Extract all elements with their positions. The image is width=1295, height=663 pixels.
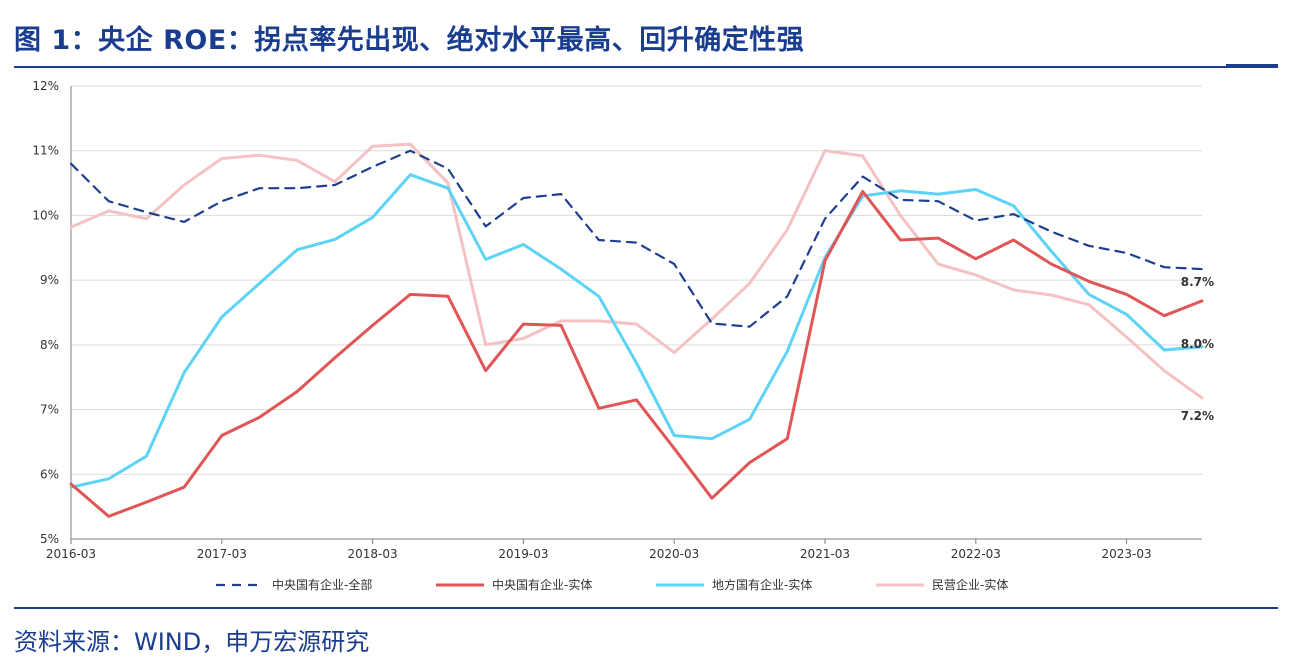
series-line-2 bbox=[69, 190, 1204, 518]
series-line-3 bbox=[69, 173, 1204, 489]
end-value-label: 7.2% bbox=[1181, 409, 1214, 423]
y-tick-label: 10% bbox=[32, 208, 59, 222]
legend: 中央国有企业-全部 中央国有企业-实体 地方国有企业-实体 民营企业-实体 bbox=[216, 577, 1008, 592]
legend-label: 地方国有企业-实体 bbox=[712, 577, 812, 592]
top-divider-accent bbox=[1226, 64, 1278, 68]
y-tick-label: 8% bbox=[40, 338, 59, 352]
grid-lines bbox=[71, 85, 1202, 475]
end-value-label: 8.0% bbox=[1181, 337, 1214, 351]
y-tick-label: 6% bbox=[40, 467, 59, 481]
legend-label: 中央国有企业-全部 bbox=[272, 577, 372, 592]
x-tick-label: 2016-03 bbox=[46, 547, 96, 561]
y-tick-label: 9% bbox=[40, 273, 59, 287]
y-tick-label: 7% bbox=[40, 403, 59, 417]
y-tick-label: 5% bbox=[40, 532, 59, 546]
x-tick-label: 2017-03 bbox=[197, 547, 247, 561]
series-lines bbox=[69, 142, 1204, 518]
y-tick-label: 12% bbox=[32, 79, 59, 93]
x-tick-label: 2023-03 bbox=[1102, 547, 1152, 561]
source-note: 资料来源：WIND，申万宏源研究 bbox=[14, 628, 370, 656]
series-line-4 bbox=[69, 142, 1204, 400]
y-tick-label: 11% bbox=[32, 144, 59, 158]
end-labels: 8.7% 8.0% 7.2% bbox=[1181, 275, 1214, 423]
bottom-divider bbox=[14, 607, 1278, 609]
chart-title: 图 1：央企 ROE：拐点率先出现、绝对水平最高、回升确定性强 bbox=[14, 25, 805, 56]
x-tick-label: 2022-03 bbox=[951, 547, 1001, 561]
series-line-1 bbox=[69, 149, 1204, 328]
x-tick-label: 2020-03 bbox=[649, 547, 699, 561]
x-tick-label: 2019-03 bbox=[498, 547, 548, 561]
top-divider bbox=[14, 66, 1278, 68]
legend-label: 中央国有企业-实体 bbox=[492, 577, 592, 592]
legend-label: 民营企业-实体 bbox=[932, 577, 1008, 592]
axes: 5% 6% 7% 8% 9% 10% 11% 12% 2016-03 2017-03 2018-03… bbox=[32, 79, 1202, 561]
end-value-label: 8.7% bbox=[1181, 275, 1214, 289]
x-tick-label: 2021-03 bbox=[800, 547, 850, 561]
x-tick-label: 2018-03 bbox=[348, 547, 398, 561]
